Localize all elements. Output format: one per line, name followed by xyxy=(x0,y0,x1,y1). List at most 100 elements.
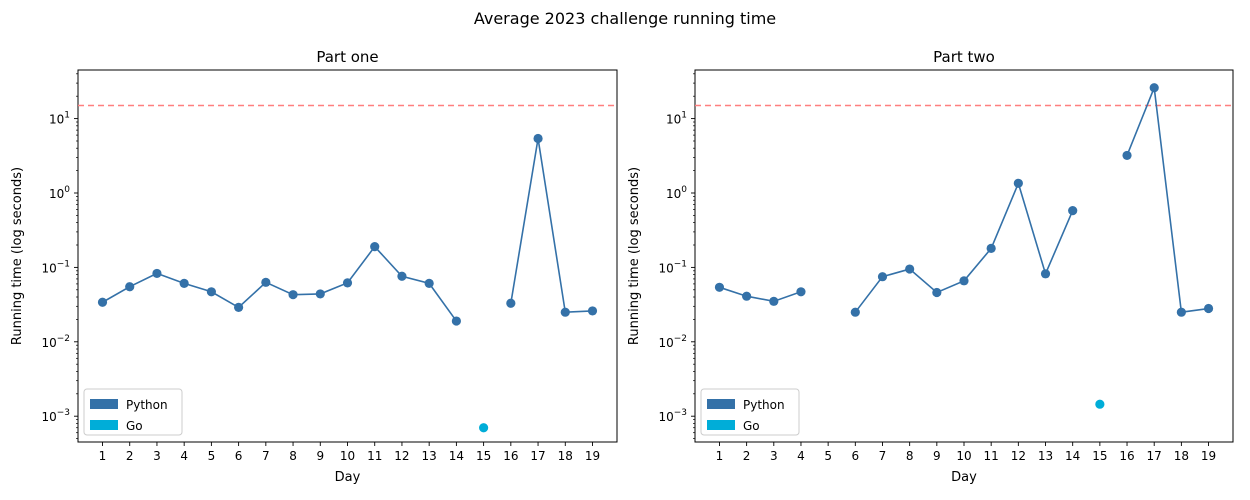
x-tick-label: 16 xyxy=(1119,449,1134,463)
data-point xyxy=(877,272,888,282)
legend: Python Go xyxy=(700,388,800,436)
x-axis: 1 2 3 4 5 6 7 8 9 10 11 12 13 14 15 16 17 18 19 xyxy=(99,442,600,463)
legend-swatch xyxy=(90,399,118,409)
data-point xyxy=(1013,178,1023,188)
series-line xyxy=(102,245,458,322)
figure-title: Average 2023 challenge running time xyxy=(474,9,776,28)
x-axis: 1 2 3 4 5 6 7 8 9 10 11 12 13 14 15 16 17 18 19 xyxy=(716,442,1216,463)
x-tick-label: 6 xyxy=(851,449,859,463)
data-point xyxy=(125,282,135,292)
data-point xyxy=(179,278,189,288)
y-tick-label: 10−2 xyxy=(658,334,687,350)
x-tick-label: 3 xyxy=(153,449,161,463)
y-axis: 10−3 10−2 10−1 100 101 xyxy=(658,73,695,439)
legend: Python Go xyxy=(83,388,183,436)
axes-frame xyxy=(694,69,1234,443)
series-go xyxy=(1095,399,1105,409)
data-point xyxy=(560,307,570,317)
data-point xyxy=(397,271,407,281)
y-tick-label: 10−3 xyxy=(658,408,687,424)
legend-label: Go xyxy=(743,419,760,433)
x-tick-label: 4 xyxy=(797,449,805,463)
x-tick-label: 4 xyxy=(180,449,188,463)
y-tick-label: 101 xyxy=(666,111,687,127)
y-tick-label: 101 xyxy=(49,111,70,127)
x-tick-label: 18 xyxy=(558,449,573,463)
data-point xyxy=(1203,303,1214,314)
x-tick-label: 19 xyxy=(1201,449,1216,463)
series-line xyxy=(854,180,1074,313)
data-point xyxy=(1095,399,1105,409)
data-point xyxy=(932,287,942,298)
data-point xyxy=(742,291,752,301)
legend-swatch xyxy=(707,420,735,430)
data-point xyxy=(342,278,353,288)
x-tick-label: 5 xyxy=(824,449,832,463)
series-line xyxy=(510,138,593,314)
y-axis: 10−3 10−2 10−1 100 101 xyxy=(41,73,78,439)
x-tick-label: 9 xyxy=(316,449,324,463)
legend-label: Python xyxy=(126,398,168,412)
x-tick-label: 15 xyxy=(476,449,491,463)
x-tick-label: 13 xyxy=(1038,449,1053,463)
x-tick-label: 8 xyxy=(289,449,297,463)
x-tick-label: 18 xyxy=(1174,449,1189,463)
data-point xyxy=(959,276,969,286)
y-tick-label: 100 xyxy=(49,185,70,201)
x-tick-label: 15 xyxy=(1092,449,1107,463)
x-tick-label: 10 xyxy=(340,449,355,463)
x-axis-label: Day xyxy=(335,470,361,485)
x-tick-label: 14 xyxy=(449,449,464,463)
data-point xyxy=(1149,83,1159,93)
series-python xyxy=(714,83,1214,317)
y-tick-label: 100 xyxy=(666,185,687,201)
data-point xyxy=(451,316,461,326)
x-tick-label: 16 xyxy=(503,449,518,463)
x-axis-label: Day xyxy=(951,470,977,485)
data-point xyxy=(769,296,779,306)
legend-swatch xyxy=(90,420,118,430)
data-point xyxy=(479,423,489,433)
x-tick-label: 2 xyxy=(126,449,134,463)
data-point xyxy=(714,282,725,292)
x-tick-label: 7 xyxy=(879,449,887,463)
data-point xyxy=(315,289,325,299)
data-point xyxy=(288,290,298,300)
x-tick-label: 17 xyxy=(1147,449,1162,463)
legend-swatch xyxy=(707,399,735,409)
data-point xyxy=(986,243,996,254)
data-point xyxy=(506,298,516,308)
series-line xyxy=(1126,87,1209,314)
x-tick-label: 3 xyxy=(770,449,778,463)
y-tick-label: 10−2 xyxy=(41,334,70,350)
data-point xyxy=(1068,205,1078,216)
x-tick-label: 6 xyxy=(235,449,243,463)
series-python xyxy=(97,133,598,326)
x-tick-label: 1 xyxy=(716,449,724,463)
data-point xyxy=(850,307,860,317)
x-tick-label: 8 xyxy=(906,449,914,463)
data-point xyxy=(424,278,434,288)
y-tick-label: 10−1 xyxy=(41,259,70,275)
x-tick-label: 1 xyxy=(99,449,107,463)
subplot-title: Part two xyxy=(933,48,995,66)
x-tick-label: 11 xyxy=(984,449,999,463)
data-point xyxy=(206,287,216,297)
x-tick-label: 7 xyxy=(262,449,270,463)
x-tick-label: 5 xyxy=(208,449,216,463)
legend-label: Python xyxy=(743,398,785,412)
y-axis-label: Running time (log seconds) xyxy=(10,167,25,345)
data-point xyxy=(1040,269,1051,279)
x-tick-label: 11 xyxy=(367,449,382,463)
axes-frame xyxy=(77,69,618,443)
data-point xyxy=(1122,150,1132,161)
data-point xyxy=(533,133,543,144)
data-point xyxy=(370,242,380,252)
y-tick-label: 10−1 xyxy=(658,259,687,275)
data-point xyxy=(97,297,108,307)
x-tick-label: 13 xyxy=(422,449,437,463)
legend-label: Go xyxy=(126,419,143,433)
